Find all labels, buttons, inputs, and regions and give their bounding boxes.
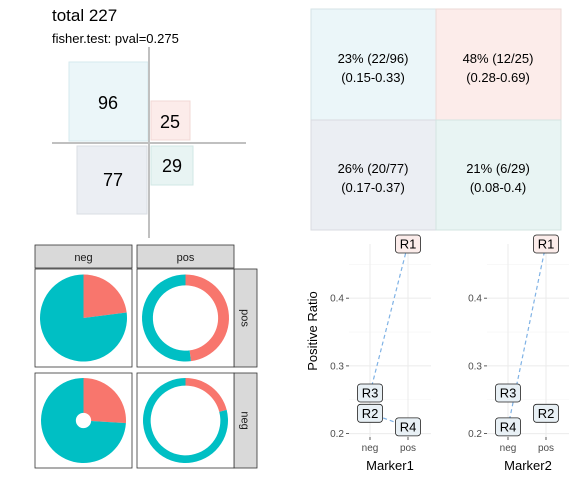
point-label-box bbox=[395, 417, 421, 437]
point-label-r3: R3 bbox=[357, 383, 383, 403]
point-label-box bbox=[533, 403, 559, 423]
marker2-chart: R1 R2 R3 R4 0.2 0.3 0.4 neg pos Marker2 bbox=[468, 234, 569, 473]
point-label-text: R2 bbox=[538, 406, 555, 421]
ratio-table: 23% (22/96) (0.15-0.33) 48% (12/25) (0.2… bbox=[310, 8, 562, 231]
pie-panel-r1c1 bbox=[136, 372, 235, 469]
point-label-r1: R1 bbox=[533, 234, 559, 254]
total-label: total 227 bbox=[52, 6, 117, 25]
marker2-x-axis-title: Marker2 bbox=[504, 458, 552, 473]
point-label-box bbox=[495, 417, 521, 437]
marker2-y-ticks: 0.2 0.3 0.4 bbox=[468, 294, 487, 440]
ratio-cell-bottom-right bbox=[435, 119, 562, 231]
pie-slice-pos bbox=[185, 378, 227, 412]
y-axis-title: Positive Ratio bbox=[305, 291, 320, 370]
y-tick-label: 0.2 bbox=[330, 429, 344, 440]
marker1-y-ticks: 0.2 0.3 0.4 bbox=[330, 294, 349, 440]
point-label-text: R4 bbox=[500, 419, 517, 434]
pie-slice-neg bbox=[142, 274, 191, 362]
y-tick-label: 0.3 bbox=[468, 361, 482, 372]
point-label-text: R3 bbox=[500, 385, 517, 400]
point-label-r4: R4 bbox=[395, 417, 421, 437]
count-bottom-right: 29 bbox=[162, 156, 182, 176]
point-label-box bbox=[495, 383, 521, 403]
ratio-top-right-line1: 48% (12/25) bbox=[463, 51, 534, 66]
ratio-cell-top-right bbox=[435, 8, 562, 121]
pie-marks bbox=[39, 274, 230, 463]
contingency-plot: 96 25 77 29 bbox=[52, 47, 246, 238]
point-label-r2: R2 bbox=[357, 403, 383, 423]
x-tick-label: neg bbox=[362, 443, 379, 454]
row-strip-pos-label: pos bbox=[239, 309, 251, 327]
col-strip-neg bbox=[34, 244, 133, 269]
y-tick-label: 0.2 bbox=[468, 429, 482, 440]
point-label-box bbox=[533, 234, 559, 254]
pie-slice-neg bbox=[39, 274, 128, 362]
pie-facet-grid: neg pos pos neg bbox=[34, 244, 258, 469]
point-label-r4: R4 bbox=[495, 417, 521, 437]
point-label-box bbox=[357, 403, 383, 423]
marker1-chart: R1 R2 R3 R4 0.2 0.3 0.4 neg pos Marker1 Positi… bbox=[305, 234, 431, 473]
ratio-bottom-left-line2: (0.17-0.37) bbox=[341, 180, 405, 195]
point-label-text: R1 bbox=[400, 237, 417, 252]
point-label-text: R3 bbox=[362, 385, 379, 400]
point-label-r1: R1 bbox=[395, 234, 421, 254]
marker1-lines bbox=[369, 243, 409, 428]
marker2-x-ticks: neg pos bbox=[500, 437, 554, 454]
point-label-text: R2 bbox=[362, 406, 379, 421]
cell-bottom-left bbox=[76, 145, 148, 215]
fisher-test-label: fisher.test: pval=0.275 bbox=[52, 31, 179, 46]
pie-slice-pos bbox=[83, 378, 126, 424]
point-label-text: R4 bbox=[400, 419, 417, 434]
ratio-bottom-left-line1: 26% (20/77) bbox=[338, 161, 409, 176]
cell-top-left bbox=[68, 61, 149, 142]
x-tick-label: neg bbox=[500, 443, 517, 454]
ratio-cell-bottom-left bbox=[310, 119, 437, 231]
ratio-bottom-right-line2: (0.08-0.4) bbox=[470, 180, 526, 195]
marker1-point-labels: R1 R2 R3 R4 bbox=[357, 234, 421, 437]
series-line bbox=[369, 243, 409, 394]
cell-bottom-right bbox=[150, 145, 194, 186]
pie-slice-neg bbox=[41, 378, 126, 463]
count-top-left: 96 bbox=[98, 93, 118, 113]
col-strip-pos bbox=[136, 244, 235, 269]
y-tick-label: 0.3 bbox=[330, 361, 344, 372]
pie-slice-pos bbox=[185, 274, 230, 362]
count-bottom-left: 77 bbox=[103, 170, 123, 190]
point-label-r2: R2 bbox=[533, 403, 559, 423]
count-top-right: 25 bbox=[160, 112, 180, 132]
marker1-x-ticks: neg pos bbox=[362, 437, 416, 454]
y-tick-label: 0.4 bbox=[468, 294, 482, 305]
ratio-bottom-right-line1: 21% (6/29) bbox=[466, 161, 530, 176]
point-label-box bbox=[395, 234, 421, 254]
point-label-r3: R3 bbox=[495, 383, 521, 403]
y-tick-label: 0.4 bbox=[330, 294, 344, 305]
row-strip-neg-label: neg bbox=[239, 411, 251, 429]
ratio-top-left-line2: (0.15-0.33) bbox=[341, 70, 405, 85]
col-strip-neg-label: neg bbox=[74, 252, 92, 264]
cell-top-right bbox=[150, 100, 191, 141]
x-tick-label: pos bbox=[400, 443, 416, 454]
marker2-point-labels: R1 R2 R3 R4 bbox=[495, 234, 559, 437]
pie-slice-pos bbox=[83, 274, 127, 318]
point-label-box bbox=[357, 383, 383, 403]
ratio-top-right-line2: (0.28-0.69) bbox=[466, 70, 530, 85]
x-tick-label: pos bbox=[538, 443, 554, 454]
ratio-top-left-line1: 23% (22/96) bbox=[338, 51, 409, 66]
point-label-text: R1 bbox=[538, 237, 555, 252]
col-strip-pos-label: pos bbox=[177, 252, 195, 264]
marker1-x-axis-title: Marker1 bbox=[366, 458, 414, 473]
